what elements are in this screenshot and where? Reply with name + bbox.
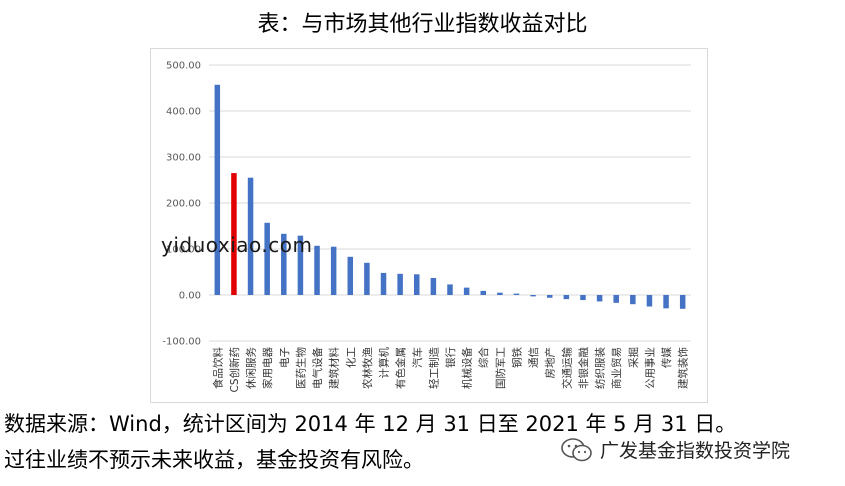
x-tick-label: 采掘 [627,347,640,368]
bar [563,295,570,300]
x-tick-label: 电气设备 [311,347,324,389]
chart-area: 500.00 400.00 300.00 200.00 100.00 0.00 -100.0… [150,48,708,403]
x-tick-label: 通信 [528,347,540,368]
x-tick-label: 综合 [477,347,490,368]
brand-signature: 广发基金指数投资学院 [560,436,790,463]
x-tick-label: 轻工制造 [427,347,440,389]
x-tick-label: 机械设备 [461,347,474,389]
bar [513,293,520,295]
bar [480,290,486,295]
x-tick-label: 纺织服装 [594,347,607,389]
page-title: 表：与市场其他行业指数收益对比 [257,12,588,37]
x-tick-label: 有色金属 [394,347,407,389]
x-tick-label: 农林牧渔 [361,347,374,389]
bar [463,287,470,295]
x-tick-label: 食品饮料 [211,347,224,389]
bar [414,274,420,295]
y-tick-label: 300.00 [166,153,201,164]
bar [663,295,669,309]
bar [497,292,503,295]
bar [347,256,354,295]
x-tick-label: 医药生物 [294,347,307,389]
y-tick-label: 100.00 [166,245,201,256]
bar [613,295,619,303]
bar [430,277,437,295]
y-tick-label: -100.00 [162,337,201,348]
x-tick-label: 建筑材料 [328,347,341,389]
bar [264,222,270,295]
bar [231,173,237,295]
x-tick-label: 银行 [444,347,457,368]
y-tick-label: 500.00 [166,61,201,72]
bar [380,272,387,295]
bar [397,273,403,295]
bar [596,295,603,302]
x-tick-label: CS创新药 [228,347,241,393]
bar [546,295,553,298]
x-tick-label: 钢铁 [510,347,523,368]
bar [297,235,304,295]
bar-chart: 500.00 400.00 300.00 200.00 100.00 0.00 -100.0… [162,61,691,393]
y-tick-label: 200.00 [166,199,201,210]
x-tick-label: 交通运输 [560,347,573,389]
x-tick-label: 电子 [278,347,291,368]
x-tick-label: 房地产 [544,347,557,379]
x-tick-label: 建筑装饰 [677,347,690,389]
bar [214,84,221,295]
bar [530,295,536,297]
bar [630,295,636,305]
x-tick-label: 计算机 [378,347,391,379]
bar [364,262,370,295]
source-note: 数据来源：Wind，统计区间为 2014 年 12 月 31 日至 2021 年… [4,412,737,436]
watermark: yiduoxiao.com [161,233,313,257]
bar [281,233,287,295]
x-tick-label: 国防军工 [494,347,507,389]
y-tick-label: 0.00 [179,291,201,302]
x-tick-label: 非银金融 [577,347,590,389]
brand-text: 广发基金指数投资学院 [600,440,791,462]
x-tick-label: 家用电器 [261,347,274,389]
y-tick-label: 400.00 [166,107,201,118]
bar [447,284,453,295]
bar [580,295,586,301]
x-tick-label: 传媒 [660,347,673,368]
disclaimer: 过往业绩不预示未来收益，基金投资有风险。 [4,448,424,472]
bar [679,295,686,309]
bar [247,177,254,295]
x-tick-label: 公用事业 [643,347,656,389]
x-tick-label: 商业贸易 [610,347,623,389]
bar [314,245,320,295]
x-tick-label: 休闲服务 [245,347,258,389]
bar [646,295,653,307]
x-tick-label: 化工 [344,347,357,368]
wechat-icon [561,437,592,461]
x-tick-label: 汽车 [411,347,424,368]
bar [330,246,337,295]
